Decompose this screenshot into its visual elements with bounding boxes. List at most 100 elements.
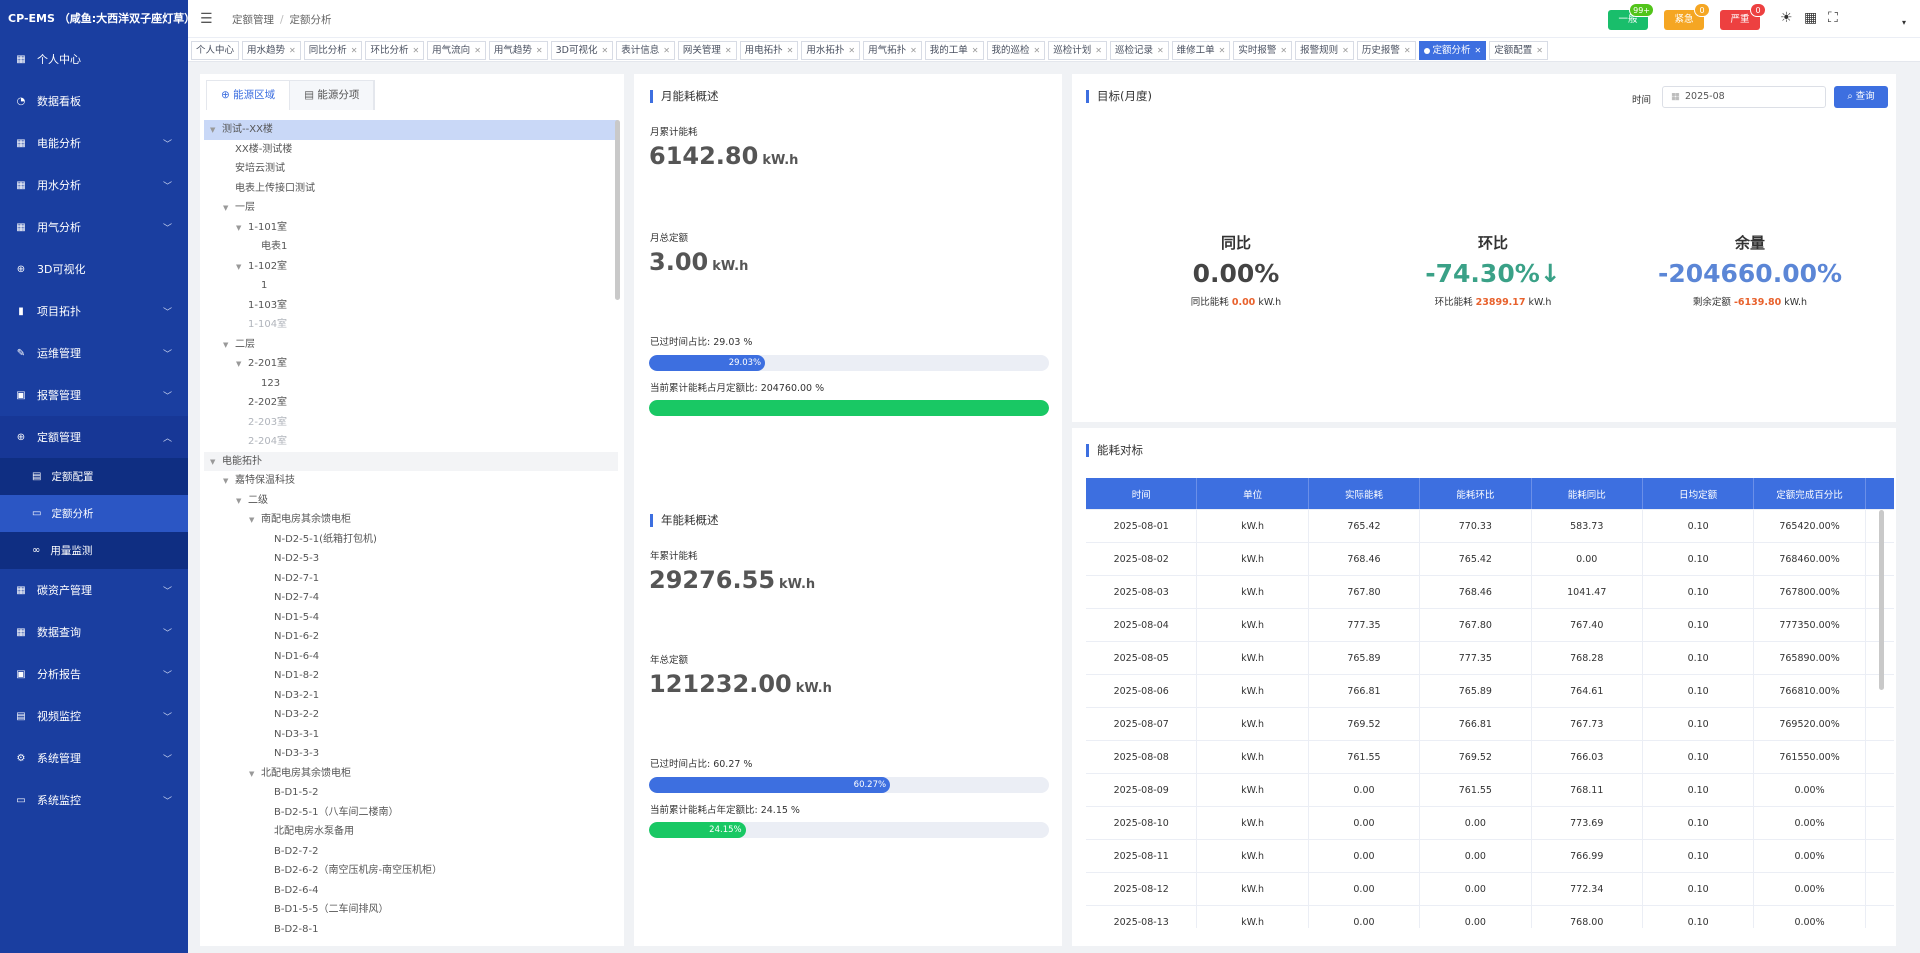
tree-scrollbar[interactable] — [615, 120, 620, 300]
tab-11[interactable]: 用气拓扑 ✕ — [863, 41, 922, 60]
tree-node[interactable]: ▼ 1-101室 — [204, 218, 618, 238]
sidebar-item-items_after1[interactable]: ▦ 数据查询 ﹀ — [0, 611, 188, 653]
close-icon[interactable]: ✕ — [1156, 46, 1164, 55]
tree-node[interactable]: ▼ 北配电房其余馈电柜 — [204, 764, 618, 784]
tree-node[interactable]: N-D2-5-1(纸箱打包机) — [204, 530, 618, 550]
tree-node[interactable]: 2-204室 — [204, 432, 618, 452]
breadcrumb-item[interactable]: 定额管理 — [232, 14, 274, 26]
tree-node[interactable]: N-D3-2-1 — [204, 686, 618, 706]
sidebar-item-items8[interactable]: ▣ 报警管理 ﹀ — [0, 374, 188, 416]
tab-2[interactable]: 同比分析 ✕ — [303, 41, 363, 60]
tree-node[interactable]: XX楼-测试楼 — [204, 140, 618, 160]
tree-node[interactable]: N-D1-8-2 — [204, 666, 618, 686]
tree-node[interactable]: B-D2-5-1（八车间二楼南） — [204, 803, 618, 823]
table-scrollbar[interactable] — [1879, 510, 1884, 690]
sidebar-item-items0[interactable]: ▦ 个人中心 — [0, 38, 188, 80]
tree-node[interactable]: N-D3-2-2 — [204, 705, 618, 725]
tree-node[interactable]: 1-103室 — [204, 296, 618, 316]
close-icon[interactable]: ✕ — [1474, 46, 1482, 55]
alert-level-button-0[interactable]: 一般 99+ — [1608, 3, 1654, 30]
tab-16[interactable]: 维修工单 ✕ — [1171, 41, 1231, 60]
tree-node[interactable]: ▼ 测试--XX楼 — [204, 120, 618, 140]
caret-down-icon[interactable]: ▼ — [236, 360, 242, 368]
menu-toggle-icon[interactable]: ☰ — [200, 11, 213, 27]
theme-sun-icon[interactable]: ☀ — [1780, 10, 1793, 26]
tab-0[interactable]: 个人中心 — [191, 41, 240, 60]
tab-17[interactable]: 实时报警 ✕ — [1233, 41, 1293, 60]
month-picker-input[interactable]: ▦ 2025-08 — [1662, 86, 1826, 108]
close-icon[interactable]: ✕ — [289, 46, 296, 55]
tab-10[interactable]: 用水拓扑 ✕ — [801, 41, 861, 60]
caret-down-icon[interactable]: ▼ — [236, 262, 242, 271]
caret-down-icon[interactable]: ▼ — [223, 204, 229, 212]
tree-node[interactable]: N-D1-5-4 — [204, 608, 618, 628]
caret-down-icon[interactable]: ▼ — [210, 457, 216, 466]
tree-node[interactable]: N-D2-7-1 — [204, 569, 618, 589]
close-icon[interactable]: ✕ — [786, 46, 794, 55]
sidebar-item-items5[interactable]: ⊕ 3D可视化 — [0, 248, 188, 290]
close-icon[interactable]: ✕ — [1342, 46, 1349, 55]
fullscreen-icon[interactable]: ⛶ — [1828, 10, 1838, 26]
caret-down-icon[interactable]: ▼ — [236, 496, 242, 505]
tree-node[interactable]: 安培云测试 — [204, 159, 618, 179]
alert-level-button-2[interactable]: 严重 0 — [1720, 3, 1766, 30]
sidebar-item-items_after3[interactable]: ▤ 视频监控 ﹀ — [0, 695, 188, 737]
caret-down-icon[interactable]: ▼ — [249, 769, 255, 778]
tree-node[interactable]: B-D1-5-2 — [204, 783, 618, 803]
tree-node[interactable]: 2-203室 — [204, 413, 618, 433]
close-icon[interactable]: ✕ — [724, 46, 732, 55]
query-button[interactable]: ⌕ 查询 — [1834, 86, 1888, 108]
tab-4[interactable]: 用气流向 ✕ — [427, 41, 486, 60]
close-icon[interactable]: ✕ — [1033, 46, 1041, 55]
tree-node[interactable]: B-D2-6-2（南空压机房-南空压机柜） — [204, 861, 618, 881]
tab-20[interactable]: 定额分析 ✕ — [1418, 41, 1487, 60]
tab-14[interactable]: 巡检计划 ✕ — [1048, 41, 1107, 60]
tree-node[interactable]: N-D3-3-1 — [204, 725, 618, 745]
tab-1[interactable]: 用水趋势 ✕ — [242, 41, 301, 60]
sidebar-item-items7[interactable]: ✎ 运维管理 ﹀ — [0, 332, 188, 374]
tab-9[interactable]: 用电拓扑 ✕ — [739, 41, 799, 60]
tree-node[interactable]: N-D1-6-4 — [204, 647, 618, 667]
close-icon[interactable]: ✕ — [350, 46, 358, 55]
user-dropdown-icon[interactable]: ▾ — [1902, 18, 1907, 27]
tree-node[interactable]: ▼ 二级 — [204, 491, 618, 511]
sidebar-item-items6[interactable]: ▮ 项目拓扑 ﹀ — [0, 290, 188, 332]
tree-node[interactable]: B-D2-7-2 — [204, 842, 618, 862]
sidebar-item-items3[interactable]: ▦ 用水分析 ﹀ — [0, 164, 188, 206]
alert-level-button-1[interactable]: 紧急 0 — [1664, 3, 1710, 30]
close-icon[interactable]: ✕ — [971, 46, 979, 55]
tree-tab-1[interactable]: ▤ 能源分项 — [290, 81, 375, 110]
qrcode-icon[interactable]: ▦ — [1804, 10, 1818, 26]
tab-18[interactable]: 报警规则 ✕ — [1295, 41, 1354, 60]
tree-node[interactable]: 123 — [204, 374, 618, 394]
tree-node[interactable]: ▼ 南配电房其余馈电柜 — [204, 510, 618, 530]
sidebar-subitem-1[interactable]: ▭ 定额分析 — [0, 495, 188, 532]
tab-12[interactable]: 我的工单 ✕ — [924, 41, 984, 60]
tab-15[interactable]: 巡检记录 ✕ — [1109, 41, 1169, 60]
sidebar-item-items_after5[interactable]: ▭ 系统监控 ﹀ — [0, 779, 188, 821]
tree-node[interactable]: ▼ 1-102室 — [204, 257, 618, 277]
close-icon[interactable]: ✕ — [535, 46, 543, 55]
sidebar-item-items2[interactable]: ▦ 电能分析 ﹀ — [0, 122, 188, 164]
tab-21[interactable]: 定额配置 ✕ — [1489, 41, 1548, 60]
sidebar-item-items_after4[interactable]: ⚙ 系统管理 ﹀ — [0, 737, 188, 779]
tree-node[interactable]: ▼ 二层 — [204, 335, 618, 355]
tree-tab-0[interactable]: ⊕ 能源区域 — [207, 81, 291, 110]
tree-node[interactable]: 1-104室 — [204, 315, 618, 335]
sidebar-subitem-2[interactable]: ∞ 用量监测 — [0, 532, 188, 569]
tab-8[interactable]: 网关管理 ✕ — [677, 41, 737, 60]
tab-6[interactable]: 3D可视化 ✕ — [550, 41, 614, 60]
sidebar-item-items9[interactable]: ⊕ 定额管理 ︿ — [0, 416, 188, 458]
sidebar-item-items_after2[interactable]: ▣ 分析报告 ﹀ — [0, 653, 188, 695]
caret-down-icon[interactable]: ▼ — [223, 340, 229, 349]
tree-node[interactable]: 北配电房水泵备用 — [204, 822, 618, 842]
sidebar-item-items4[interactable]: ▦ 用气分析 ﹀ — [0, 206, 188, 248]
tree-node[interactable]: B-D1-5-5（二车间排风） — [204, 900, 618, 920]
caret-down-icon[interactable]: ▼ — [223, 477, 229, 485]
tab-19[interactable]: 历史报警 ✕ — [1356, 41, 1416, 60]
tree-node[interactable]: N-D2-5-3 — [204, 549, 618, 569]
tree-node[interactable]: B-D2-6-4 — [204, 881, 618, 901]
close-icon[interactable]: ✕ — [1403, 46, 1411, 55]
tab-7[interactable]: 表计信息 ✕ — [616, 41, 675, 60]
tab-13[interactable]: 我的巡检 ✕ — [986, 41, 1046, 60]
